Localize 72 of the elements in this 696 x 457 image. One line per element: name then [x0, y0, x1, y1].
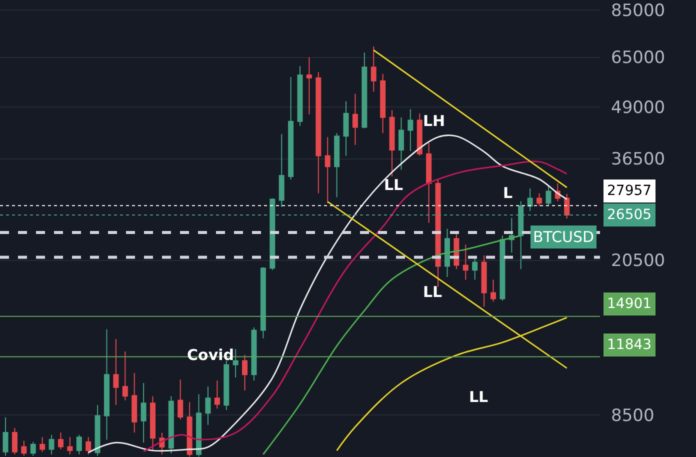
candlestick: [316, 72, 322, 194]
candlestick: [67, 436, 73, 455]
candlestick: [380, 73, 386, 134]
candlestick: [398, 116, 404, 170]
candlestick: [462, 244, 468, 280]
candlestick: [334, 132, 340, 198]
candlestick: [48, 434, 54, 455]
candlestick: [288, 76, 294, 180]
y-tick-label: 65000: [611, 48, 666, 68]
candlestick: [416, 112, 422, 156]
candlestick: [546, 184, 552, 206]
candlestick: [490, 279, 496, 302]
candlestick: [2, 416, 8, 456]
candlestick: [76, 434, 82, 455]
y-tick-label: 85000: [611, 1, 666, 22]
candlestick: [94, 404, 100, 456]
candlestick: [251, 326, 257, 381]
y-tick-label: 8500: [611, 406, 654, 426]
candlestick: [168, 396, 174, 454]
candlestick: [104, 328, 110, 440]
candlestick: [113, 338, 119, 406]
candlestick: [260, 266, 266, 339]
annotation: BTCUSD: [533, 228, 594, 246]
candlestick: [370, 46, 376, 92]
candlestick: [205, 386, 211, 426]
candlestick: [564, 193, 570, 219]
candlestick: [224, 360, 230, 411]
candlestick: [297, 66, 303, 126]
candlestick: [472, 256, 478, 280]
candlestick: [12, 428, 18, 455]
y-tick-label: 49000: [611, 98, 666, 118]
ref-line-label: 26505: [607, 207, 652, 223]
y-tick-label: 36500: [611, 150, 666, 170]
annotation: LL: [423, 283, 443, 301]
candlestick: [30, 441, 36, 456]
ref-line-label: 11843: [607, 337, 652, 353]
ref-line-label: 27957: [607, 183, 652, 199]
candlestick: [352, 93, 358, 146]
candlestick: [527, 188, 533, 212]
candlestick: [389, 110, 395, 178]
ref-line-label: 14901: [607, 296, 652, 312]
candlestick: [214, 380, 220, 410]
candlestick: [86, 436, 92, 455]
annotation: LL: [384, 176, 404, 194]
line-series: [262, 234, 522, 456]
candlestick: [362, 52, 368, 129]
candlestick: [536, 192, 542, 207]
candlestick: [122, 351, 128, 401]
candlestick: [232, 348, 238, 378]
candlestick: [306, 56, 312, 115]
candlestick: [140, 382, 146, 444]
candlestick: [150, 396, 156, 452]
candlestick: [408, 108, 414, 152]
candlestick: [196, 394, 202, 457]
candlestick: [186, 402, 192, 457]
candlestick: [426, 142, 432, 224]
candlestick: [132, 372, 138, 434]
candlestick: [500, 235, 506, 302]
candlestick: [58, 432, 64, 450]
candlestick: [324, 136, 330, 204]
annotation: LL: [469, 388, 489, 406]
candlestick: [481, 254, 487, 308]
candlestick: [21, 440, 27, 456]
y-tick-label: 20500: [611, 251, 666, 272]
annotation: L: [503, 184, 513, 202]
candlestick: [444, 228, 450, 278]
candlestick: [242, 354, 248, 391]
candlestick: [343, 100, 349, 156]
candlestick: [278, 134, 284, 208]
candlestick: [178, 379, 184, 420]
annotation: LH: [423, 112, 446, 130]
candlestick: [40, 436, 46, 452]
